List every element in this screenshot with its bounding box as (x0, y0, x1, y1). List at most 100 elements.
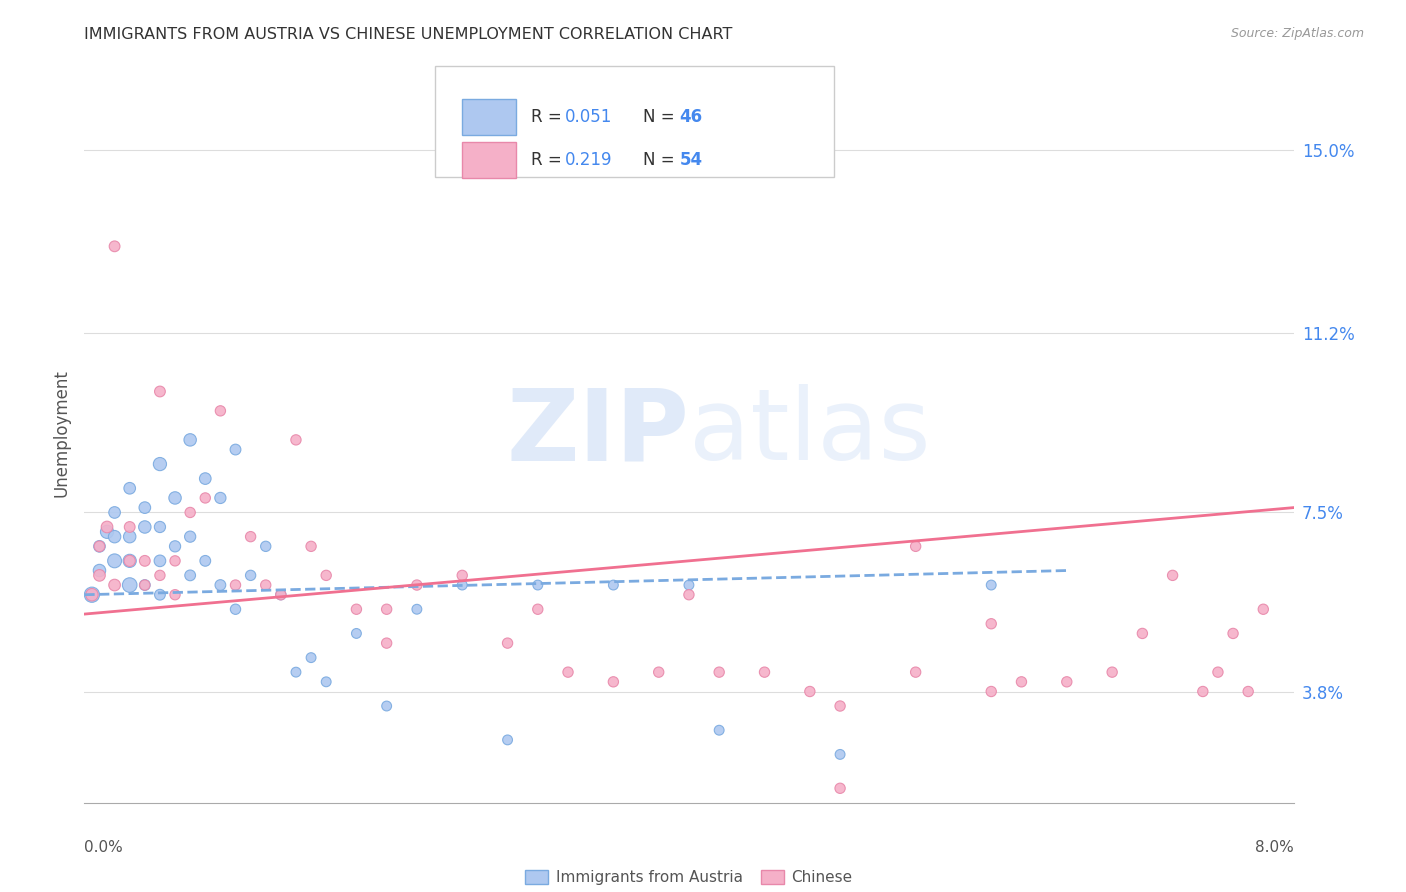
Point (406, 602, 429, 616)
Point (80, 588, 103, 602)
Point (1237, 684, 1260, 698)
Point (179, 506, 201, 520)
Point (104, 578, 127, 592)
Point (375, 636, 398, 650)
Point (104, 530, 127, 544)
Point (451, 568, 474, 582)
Point (254, 578, 277, 592)
Point (1011, 674, 1033, 689)
Point (830, 699, 852, 714)
Point (709, 723, 731, 738)
Point (1101, 665, 1123, 680)
Point (89, 539, 111, 553)
Point (96, 520, 118, 534)
Point (239, 530, 262, 544)
Point (239, 568, 262, 582)
Point (754, 665, 776, 680)
Point (225, 442, 247, 457)
FancyBboxPatch shape (461, 143, 516, 178)
Point (134, 500, 156, 515)
Point (406, 578, 429, 592)
Point (134, 520, 156, 534)
Point (225, 578, 247, 592)
Point (904, 665, 927, 680)
FancyBboxPatch shape (461, 99, 516, 135)
Point (104, 554, 127, 568)
Point (830, 781, 852, 796)
Point (179, 568, 201, 582)
Point (285, 433, 308, 447)
Point (830, 747, 852, 762)
Point (165, 588, 187, 602)
Point (315, 674, 337, 689)
Point (118, 554, 141, 568)
Point (980, 684, 1002, 698)
Point (678, 588, 700, 602)
Point (980, 616, 1002, 631)
Point (254, 539, 277, 553)
Point (118, 554, 141, 568)
Point (299, 650, 322, 665)
Text: 54: 54 (679, 151, 703, 169)
Point (527, 602, 550, 616)
Point (980, 578, 1002, 592)
Y-axis label: Unemployment: Unemployment (52, 368, 70, 497)
Point (1192, 684, 1215, 698)
Text: R =: R = (530, 108, 567, 126)
Point (527, 578, 550, 592)
Point (799, 684, 821, 698)
Point (904, 539, 927, 553)
Point (678, 578, 700, 592)
Text: 46: 46 (679, 108, 703, 126)
Text: Source: ZipAtlas.com: Source: ZipAtlas.com (1230, 27, 1364, 40)
Point (194, 491, 217, 505)
Text: 8.0%: 8.0% (1254, 840, 1294, 855)
Point (194, 472, 217, 486)
Point (179, 530, 201, 544)
Point (149, 568, 172, 582)
Point (346, 602, 368, 616)
Point (179, 433, 201, 447)
Point (557, 665, 579, 680)
Point (451, 578, 474, 592)
Point (285, 665, 308, 680)
Point (104, 506, 127, 520)
Point (209, 404, 232, 418)
Point (80, 588, 103, 602)
Text: R =: R = (530, 151, 567, 169)
Point (1222, 626, 1244, 640)
Point (375, 699, 398, 714)
Point (149, 457, 172, 471)
Point (165, 554, 187, 568)
Point (1206, 665, 1229, 680)
Point (225, 602, 247, 616)
Point (134, 578, 156, 592)
Point (89, 568, 111, 582)
Point (165, 491, 187, 505)
Point (496, 636, 519, 650)
FancyBboxPatch shape (434, 66, 834, 178)
Point (104, 239, 127, 253)
Point (1056, 674, 1078, 689)
Point (270, 588, 292, 602)
Point (209, 578, 232, 592)
Point (118, 578, 141, 592)
Legend: Immigrants from Austria, Chinese: Immigrants from Austria, Chinese (519, 864, 859, 891)
Point (149, 520, 172, 534)
Point (299, 539, 322, 553)
Point (648, 665, 671, 680)
Point (89, 564, 111, 578)
Point (118, 530, 141, 544)
Text: IMMIGRANTS FROM AUSTRIA VS CHINESE UNEMPLOYMENT CORRELATION CHART: IMMIGRANTS FROM AUSTRIA VS CHINESE UNEMP… (84, 27, 733, 42)
Point (118, 481, 141, 495)
Point (149, 554, 172, 568)
Point (1161, 568, 1184, 582)
Point (149, 588, 172, 602)
Point (270, 588, 292, 602)
Point (149, 384, 172, 399)
Point (496, 732, 519, 747)
Text: ZIP: ZIP (506, 384, 689, 481)
Point (315, 568, 337, 582)
Point (709, 665, 731, 680)
Text: N =: N = (643, 151, 681, 169)
